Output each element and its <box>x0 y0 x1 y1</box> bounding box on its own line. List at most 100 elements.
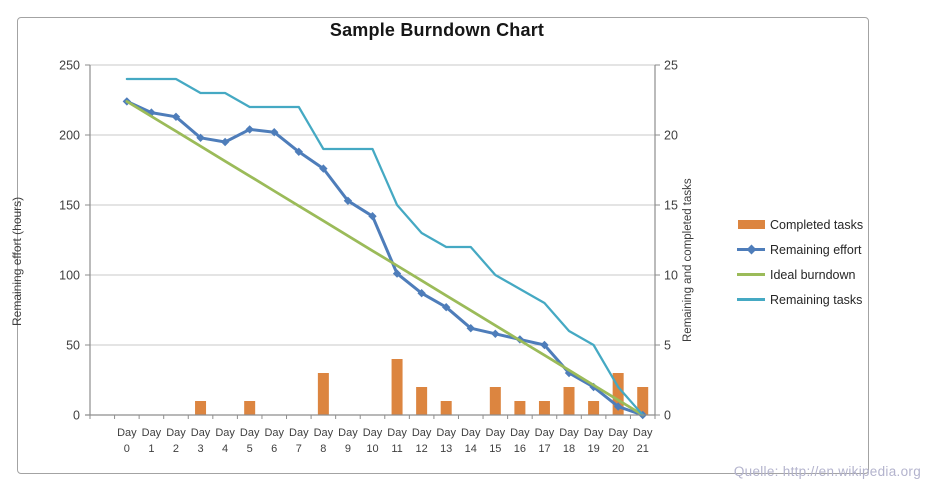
x-axis-label-prefix: Day <box>363 427 383 439</box>
x-axis-label-prefix: Day <box>338 427 358 439</box>
x-axis-label-prefix: Day <box>633 427 653 439</box>
x-axis-label-prefix: Day <box>559 427 579 439</box>
x-axis-label-prefix: Day <box>510 427 530 439</box>
completed-tasks-bar <box>637 387 649 415</box>
x-axis-label-number: 20 <box>612 443 624 455</box>
completed-tasks-bar <box>612 373 624 415</box>
x-axis-label-prefix: Day <box>436 427 456 439</box>
x-axis-label-number: 17 <box>538 443 550 455</box>
right-axis-tick-label: 25 <box>664 59 678 73</box>
x-axis-label-prefix: Day <box>215 427 235 439</box>
left-axis-tick-label: 100 <box>59 269 80 283</box>
x-axis-label-number: 14 <box>465 443 477 455</box>
legend-item-remaining-effort: Remaining effort <box>737 237 897 262</box>
completed-tasks-bar <box>489 387 501 415</box>
left-axis-tick-label: 200 <box>59 129 80 143</box>
x-axis-label-prefix: Day <box>117 427 137 439</box>
x-axis-label-prefix: Day <box>191 427 211 439</box>
legend-label: Ideal burndown <box>770 267 856 282</box>
data-point-diamond <box>294 147 304 156</box>
source-attribution: Quelle: http://en.wikipedia.org <box>733 464 921 479</box>
completed-tasks-bar <box>440 401 452 415</box>
right-axis-tick-label: 5 <box>664 339 671 353</box>
x-axis-label-prefix: Day <box>314 427 334 439</box>
legend-label: Remaining tasks <box>770 292 863 307</box>
x-axis-label-number: 9 <box>345 443 351 455</box>
x-axis-label-prefix: Day <box>166 427 186 439</box>
x-axis-label-number: 3 <box>197 443 203 455</box>
left-axis-tick-label: 50 <box>66 339 80 353</box>
data-point-diamond <box>613 402 623 411</box>
completed-tasks-bar <box>416 387 428 415</box>
right-axis-tick-label: 0 <box>664 409 671 423</box>
right-axis-tick-label: 10 <box>664 269 678 283</box>
completed-tasks-bar <box>538 401 550 415</box>
legend-item-ideal-burndown: Ideal burndown <box>737 262 897 287</box>
remaining-tasks-line <box>125 77 644 417</box>
line-swatch-icon <box>737 273 765 276</box>
x-axis-label-prefix: Day <box>240 427 260 439</box>
x-axis-label-number: 1 <box>148 443 154 455</box>
x-axis-label-number: 18 <box>563 443 575 455</box>
completed-tasks-bar <box>195 401 207 415</box>
x-axis-label-prefix: Day <box>535 427 555 439</box>
x-axis-label-number: 5 <box>247 443 253 455</box>
x-axis-label-number: 2 <box>173 443 179 455</box>
data-point-diamond <box>220 137 230 147</box>
data-point-diamond <box>270 128 279 137</box>
line-diamond-swatch-icon <box>737 244 765 255</box>
x-axis-label-prefix: Day <box>264 427 284 439</box>
x-axis-label-number: 13 <box>440 443 452 455</box>
data-point-diamond <box>343 196 353 205</box>
completed-tasks-bar <box>391 359 403 415</box>
x-axis-label-number: 10 <box>366 443 378 455</box>
x-axis-label-prefix: Day <box>289 427 309 439</box>
data-point-diamond <box>319 164 328 173</box>
legend-label: Remaining effort <box>770 242 862 257</box>
completed-tasks-bar <box>563 387 575 415</box>
x-axis-label-number: 19 <box>587 443 599 455</box>
legend-label: Completed tasks <box>770 217 864 232</box>
x-axis-label-number: 21 <box>637 443 649 455</box>
completed-tasks-bar <box>514 401 526 415</box>
x-axis-label-prefix: Day <box>608 427 628 439</box>
legend-item-remaining-tasks: Remaining tasks <box>737 287 897 312</box>
x-axis-label-prefix: Day <box>387 427 407 439</box>
left-axis-tick-label: 150 <box>59 199 80 213</box>
ideal-burndown-line <box>125 100 645 417</box>
chart-outer-border <box>17 17 869 474</box>
data-point-diamond <box>171 112 181 121</box>
x-axis-label-number: 8 <box>320 443 326 455</box>
data-point-diamond <box>245 125 254 134</box>
completed-tasks-bar <box>588 401 600 415</box>
completed-tasks-bar <box>244 401 256 415</box>
x-axis-label-prefix: Day <box>461 427 481 439</box>
chart-title: Sample Burndown Chart <box>329 20 545 40</box>
remaining-effort-line <box>125 99 645 417</box>
legend: Completed tasks Remaining effort Ideal b… <box>737 212 897 312</box>
right-axis-tick-label: 20 <box>664 129 678 143</box>
data-point-diamond <box>540 340 549 350</box>
data-point-diamond <box>392 269 402 278</box>
data-point-diamond <box>441 303 451 312</box>
x-axis-label-number: 15 <box>489 443 501 455</box>
line-swatch-icon <box>737 298 765 301</box>
x-axis-label-number: 11 <box>391 443 402 455</box>
data-point-diamond <box>491 329 500 338</box>
x-axis-label-prefix: Day <box>584 427 604 439</box>
left-axis-tick-label: 0 <box>73 409 80 423</box>
x-axis-label-prefix: Day <box>486 427 506 439</box>
x-axis-label-number: 6 <box>271 443 277 455</box>
x-axis-label-number: 4 <box>222 443 228 455</box>
data-point-diamond <box>368 212 377 221</box>
x-axis-label-number: 0 <box>124 443 130 455</box>
data-point-diamond <box>196 133 205 142</box>
bar-swatch-icon <box>737 220 765 229</box>
left-axis-tick-label: 250 <box>59 59 80 73</box>
legend-item-completed-tasks: Completed tasks <box>737 212 897 237</box>
right-axis-tick-label: 15 <box>664 199 678 213</box>
x-axis-label-number: 16 <box>514 443 526 455</box>
x-axis-label-prefix: Day <box>412 427 432 439</box>
